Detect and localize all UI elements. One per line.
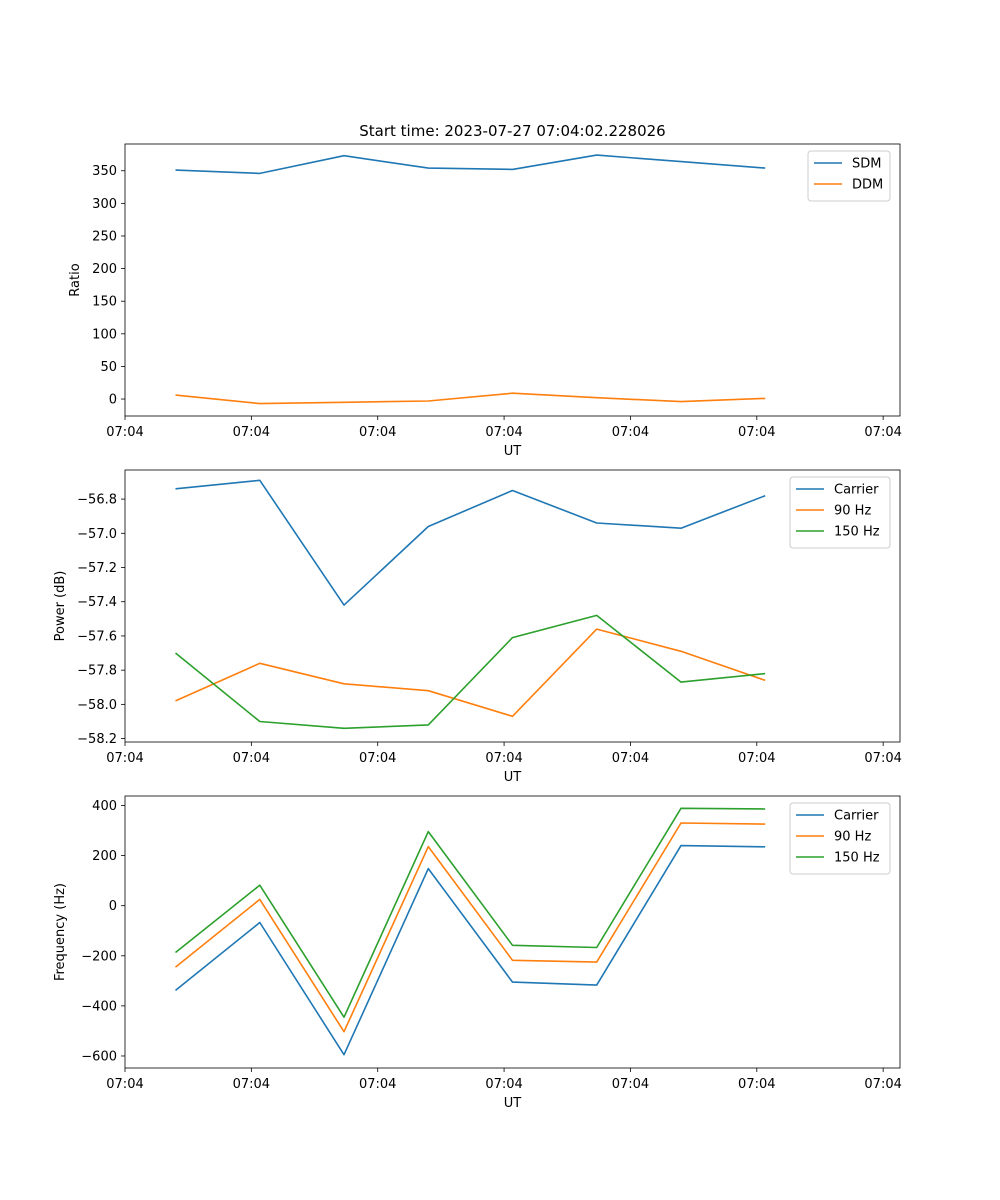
series-line-90-hz (175, 628, 766, 718)
legend-label: Carrier (834, 809, 879, 824)
y-tick-label: 350 (92, 164, 117, 179)
x-tick-label: 07:04 (485, 1077, 522, 1092)
legend-label: Carrier (834, 483, 879, 498)
series-line-ddm (175, 392, 766, 405)
series-line-90-hz (174, 822, 766, 1033)
series-line-carrier (174, 844, 766, 1056)
legend-label: 90 Hz (834, 504, 871, 519)
series-line-carrier (175, 479, 766, 606)
x-tick-label: 07:04 (233, 425, 270, 440)
y-tick-label: −57.8 (77, 664, 117, 679)
chart-title: Start time: 2023-07-27 07:04:02.228026 (359, 122, 665, 140)
x-tick-label: 07:04 (738, 425, 775, 440)
y-tick-label: −57.4 (77, 595, 117, 610)
axes-frame (124, 795, 901, 1069)
x-tick-label: 07:04 (864, 425, 901, 440)
y-tick-label: 150 (92, 295, 117, 310)
x-tick-label: 07:04 (738, 751, 775, 766)
x-tick-label: 07:04 (106, 1077, 143, 1092)
series-line-150-hz (174, 614, 766, 730)
y-tick-label: −400 (81, 999, 117, 1014)
y-tick-label: 200 (92, 262, 117, 277)
legend-label: 150 Hz (834, 851, 880, 866)
x-axis-label: UT (504, 444, 522, 459)
x-tick-label: 07:04 (233, 751, 270, 766)
y-tick-label: −56.8 (77, 493, 117, 508)
y-tick-label: −200 (81, 949, 117, 964)
x-tick-label: 07:04 (233, 1077, 270, 1092)
x-tick-label: 07:04 (485, 425, 522, 440)
y-tick-label: 250 (92, 229, 117, 244)
y-axis-label: Ratio (68, 263, 83, 296)
chart-panel-1: Start time: 2023-07-27 07:04:02.228026 07… (68, 122, 902, 459)
y-axis-label: Frequency (Hz) (53, 883, 68, 981)
x-tick-label: 07:04 (612, 1077, 649, 1092)
y-axis-label: Power (dB) (53, 571, 68, 642)
x-tick-label: 07:04 (485, 751, 522, 766)
x-axis-label: UT (504, 770, 522, 785)
y-tick-label: −600 (81, 1049, 117, 1064)
x-tick-label: 07:04 (738, 1077, 775, 1092)
x-tick-label: 07:04 (612, 425, 649, 440)
x-tick-label: 07:04 (106, 425, 143, 440)
legend: SDM DDM (807, 150, 891, 202)
legend: Carrier 90 Hz 150 Hz (789, 802, 891, 875)
axes-frame (124, 143, 901, 417)
x-tick-label: 07:04 (612, 751, 649, 766)
legend-label: 90 Hz (834, 830, 871, 845)
y-tick-label: −57.6 (77, 629, 117, 644)
legend-label: 150 Hz (834, 525, 880, 540)
y-tick-label: 50 (100, 360, 117, 375)
y-tick-label: 400 (92, 799, 117, 814)
y-tick-label: 0 (109, 899, 117, 914)
series-line-150-hz (175, 807, 766, 1019)
x-tick-label: 07:04 (359, 425, 396, 440)
y-tick-label: −57.2 (77, 561, 117, 576)
legend-label: DDM (852, 178, 883, 193)
legend: Carrier 90 Hz 150 Hz (789, 476, 891, 549)
y-tick-label: −58.2 (77, 732, 117, 747)
chart-panel-3: 07:04 07:04 07:04 07:04 07:04 07:04 07:04 −600 −… (53, 795, 902, 1111)
y-tick-label: −57.0 (77, 527, 117, 542)
x-tick-label: 07:04 (106, 751, 143, 766)
y-tick-label: −58.0 (77, 698, 117, 713)
legend-label: SDM (852, 157, 881, 172)
x-tick-label: 07:04 (359, 1077, 396, 1092)
x-tick-label: 07:04 (864, 751, 901, 766)
y-tick-label: 100 (92, 327, 117, 342)
y-tick-label: 200 (92, 849, 117, 864)
series-line-sdm (175, 154, 766, 175)
x-tick-label: 07:04 (864, 1077, 901, 1092)
x-axis-label: UT (504, 1096, 522, 1111)
axes-frame (124, 469, 901, 743)
y-tick-label: 300 (92, 197, 117, 212)
chart-panel-2: 07:04 07:04 07:04 07:04 07:04 07:04 07:04 −58.2… (53, 469, 902, 785)
x-tick-label: 07:04 (359, 751, 396, 766)
y-tick-label: 0 (109, 393, 117, 408)
